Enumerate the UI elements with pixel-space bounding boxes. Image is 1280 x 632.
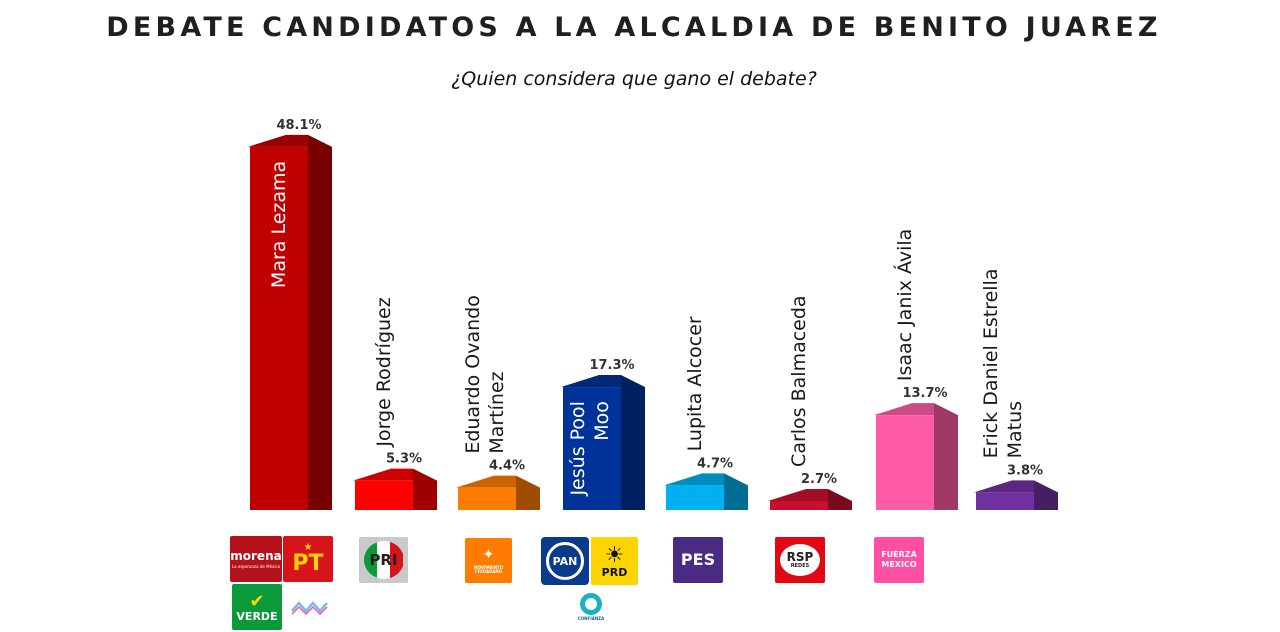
prd-logo-text: PRD xyxy=(601,565,628,579)
bar-side xyxy=(724,473,748,510)
bar xyxy=(250,146,308,510)
mc-logo-text: MOVIMIENTO CIUDADANO xyxy=(473,564,504,574)
bar-top xyxy=(768,488,828,501)
category-label: Erick Daniel Estrella Matus xyxy=(980,269,1026,459)
toucan-icon: ✔ xyxy=(249,590,265,612)
category-label-line: Erick Daniel Estrella xyxy=(980,269,1002,459)
bar-top xyxy=(561,375,621,388)
verde-logo-text: VERDE xyxy=(236,609,278,623)
data-label: 2.7% xyxy=(801,472,837,487)
data-label: 5.3% xyxy=(386,452,422,467)
bar-top xyxy=(353,468,413,481)
morena-logo-tagline: La esperanza de México xyxy=(231,563,281,569)
mas-logo-icon xyxy=(291,601,328,616)
bar xyxy=(666,485,724,510)
confianza-logo-text: CONFIANZA xyxy=(577,616,605,621)
bar xyxy=(976,492,1034,510)
rsp-logo-subtext: REDES xyxy=(790,563,810,569)
category-label-line: Isaac Janix Ávila xyxy=(893,229,916,381)
data-label: 4.4% xyxy=(489,459,525,474)
bar-top xyxy=(874,403,934,416)
bar-side xyxy=(934,403,958,510)
category-label: Eduardo Ovando Martínez xyxy=(462,295,508,454)
bar-side xyxy=(308,134,332,510)
bar xyxy=(876,415,934,510)
rsp-logo: RSP REDES xyxy=(775,537,825,583)
bar xyxy=(458,487,516,510)
pan-logo-circle: PAN xyxy=(546,542,584,580)
data-label: 3.8% xyxy=(1007,463,1043,478)
pt-logo-text: PT xyxy=(292,551,324,576)
pes-logo: PES xyxy=(673,537,723,583)
verde-logo: ✔ VERDE xyxy=(232,584,282,630)
bar-side xyxy=(413,468,437,510)
category-label-line: Moo xyxy=(591,401,613,441)
bar xyxy=(770,500,828,510)
pri-logo-text: PRI xyxy=(369,550,398,569)
data-label: 4.7% xyxy=(697,456,733,471)
data-label: 48.1% xyxy=(276,118,321,133)
category-label: Lupita Alcocer xyxy=(684,316,706,451)
fuerza-mexico-logo: FUERZA MEXICO xyxy=(874,537,924,583)
data-label: 13.7% xyxy=(902,386,947,401)
category-label: Jorge Rodríguez xyxy=(373,297,395,447)
bar xyxy=(355,480,413,510)
category-label-line: Eduardo Ovando xyxy=(462,295,484,454)
category-label-line: Jesús Pool xyxy=(567,401,589,496)
pes-logo-text: PES xyxy=(680,550,716,569)
eagle-icon: ✦ xyxy=(482,546,495,563)
data-label: 17.3% xyxy=(589,358,634,373)
category-label-line: Matus xyxy=(1004,401,1026,458)
mas-logo xyxy=(288,596,332,620)
fuerza-mexico-logo-text2: MEXICO xyxy=(881,560,917,569)
pan-logo-text: PAN xyxy=(552,554,578,568)
rsp-logo-text: RSP xyxy=(786,550,814,564)
confianza-logo-mark xyxy=(580,593,602,615)
category-label: Jesús Pool Moo xyxy=(567,401,613,496)
bar-top xyxy=(248,134,308,147)
sun-icon: ☀ xyxy=(604,542,625,568)
morena-logo: morena La esperanza de México xyxy=(230,536,282,582)
movimiento-ciudadano-logo: ✦ MOVIMIENTO CIUDADANO xyxy=(465,538,512,583)
pt-logo: ★ PT xyxy=(283,536,333,582)
bar-top xyxy=(974,480,1034,493)
bar xyxy=(563,387,621,510)
bar-top xyxy=(456,475,516,488)
bar-side xyxy=(1034,480,1058,510)
bar-side xyxy=(621,375,645,510)
pri-logo-inner xyxy=(363,541,404,579)
category-label-line: Lupita Alcocer xyxy=(684,316,706,451)
category-label-line: Carlos Balmaceda xyxy=(788,295,810,467)
category-label: Carlos Balmaceda xyxy=(788,295,810,467)
pri-logo: PRI xyxy=(359,537,408,583)
chart-subtitle: ¿Quien considera que gano el debate? xyxy=(451,68,817,90)
morena-logo-text: morena xyxy=(230,548,282,563)
prd-logo: ☀ PRD xyxy=(591,537,638,585)
category-label: Isaac Janix Ávila xyxy=(893,229,916,381)
chart-title: DEBATE CANDIDATOS A LA ALCALDIA DE BENIT… xyxy=(106,12,1162,43)
bar-top xyxy=(664,473,724,486)
rsp-logo-badge: RSP REDES xyxy=(780,544,820,576)
category-label-line: Mara Lezama xyxy=(268,161,290,288)
category-label-line: Martínez xyxy=(486,371,508,453)
category-label-line: Jorge Rodríguez xyxy=(373,297,395,447)
confianza-logo: CONFIANZA xyxy=(573,587,609,627)
pt-star-icon: ★ xyxy=(303,542,313,553)
bar-side xyxy=(828,488,852,510)
pan-logo: PAN xyxy=(541,537,589,585)
bar-side xyxy=(516,475,540,510)
category-label: Mara Lezama xyxy=(268,161,290,288)
fuerza-mexico-logo-text: FUERZA xyxy=(881,550,917,559)
